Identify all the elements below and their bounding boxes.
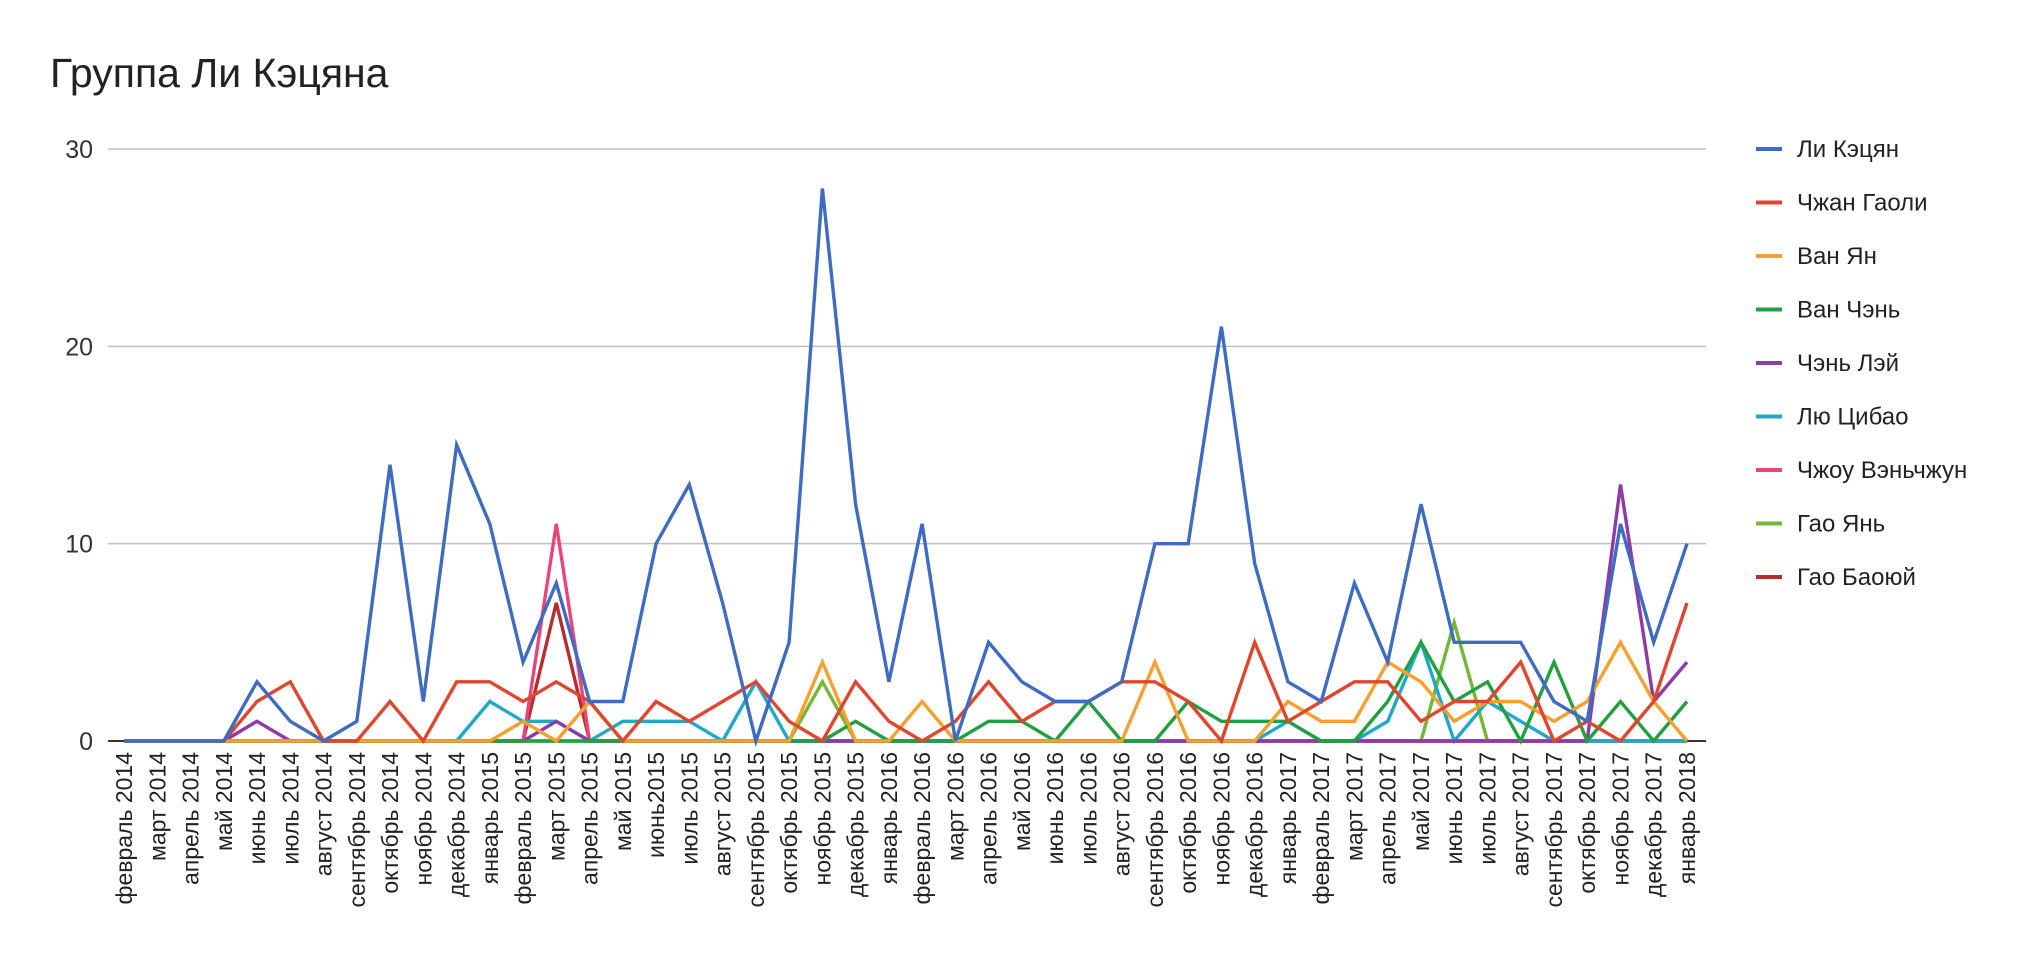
- x-tick-label: июль 2015: [676, 752, 702, 865]
- y-tick-label: 30: [65, 136, 93, 164]
- x-tick-label: февраль 2017: [1308, 752, 1334, 904]
- x-tick-label: сентябрь 2014: [344, 752, 370, 908]
- x-tick-label: июль 2016: [1075, 752, 1101, 865]
- x-tick-label: июль 2014: [277, 752, 303, 865]
- series-line: [124, 638, 1689, 744]
- x-tick-label: март 2014: [144, 752, 170, 861]
- x-tick-label: июнь 2016: [1042, 752, 1068, 864]
- x-tick-label: май 2017: [1408, 752, 1434, 851]
- x-tick-label: декабрь 2016: [1242, 752, 1268, 897]
- x-tick-label: октябрь 2015: [776, 752, 802, 894]
- x-tick-label: октябрь 2016: [1175, 752, 1201, 894]
- x-tick-label: декабрь 2014: [444, 752, 470, 897]
- x-tick-label: ноябрь 2014: [410, 752, 436, 886]
- gridlines: [108, 148, 1706, 742]
- x-tick-label: ноябрь 2016: [1208, 752, 1234, 885]
- x-tick-label: ноябрь 2015: [809, 752, 835, 885]
- x-tick-label: сентябрь 2017: [1541, 752, 1567, 908]
- x-tick-label: апрель 2015: [577, 752, 603, 885]
- legend-label: Чжоу Вэньчжун: [1797, 457, 1967, 484]
- x-tick-label: июль 2017: [1474, 752, 1500, 865]
- x-tick-label: январь 2016: [876, 752, 902, 884]
- series-line: [124, 188, 1689, 748]
- x-tick-label: март 2016: [942, 752, 968, 861]
- x-tick-label: январь 2015: [477, 752, 503, 884]
- series-line: [124, 602, 1689, 745]
- x-tick-label: февраль 2014: [111, 752, 137, 905]
- y-tick-label: 0: [79, 728, 93, 756]
- legend-label: Ли Кэцян: [1797, 136, 1899, 163]
- x-tick-label: ноябрь 2017: [1607, 752, 1633, 885]
- x-tick-label: январь 2017: [1275, 752, 1301, 884]
- series-line: [124, 637, 1687, 745]
- chart-title: Группа Ли Кэцяна: [50, 50, 389, 96]
- x-tick-label: июнь 2017: [1441, 752, 1467, 864]
- x-tick-label: апрель 2017: [1375, 752, 1401, 885]
- legend-label: Ван Чэнь: [1797, 297, 1900, 324]
- x-tick-label: май 2014: [211, 752, 237, 851]
- x-tick-label: апрель 2016: [976, 752, 1002, 885]
- x-tick-label: август 2015: [710, 752, 736, 876]
- y-tick-label: 10: [65, 531, 93, 559]
- x-tick-label: октябрь 2017: [1574, 752, 1600, 894]
- legend: Ли Кэцян Чжан Гаоли Ван Ян Ван Чэнь Чэнь Лэй…: [1756, 136, 1967, 591]
- series-line: [124, 638, 1689, 745]
- x-tick-label: август 2016: [1109, 752, 1135, 876]
- legend-label: Чжан Гаоли: [1797, 190, 1928, 217]
- x-tick-label: май 2015: [610, 752, 636, 851]
- series-lines: [124, 188, 1689, 748]
- x-tick-label: март 2017: [1341, 752, 1367, 861]
- legend-label: Гао Янь: [1797, 511, 1885, 538]
- x-tick-label: май 2016: [1009, 752, 1035, 851]
- x-tick-label: август 2014: [311, 752, 337, 876]
- legend-label: Чэнь Лэй: [1797, 350, 1899, 377]
- x-tick-label: декабрь 2017: [1641, 752, 1667, 897]
- x-tick-label: октябрь 2014: [377, 752, 403, 894]
- x-tick-label: август 2017: [1508, 752, 1534, 876]
- x-tick-label: февраль 2015: [510, 752, 536, 904]
- x-tick-label: март 2015: [543, 752, 569, 861]
- x-tick-label: февраль 2016: [909, 752, 935, 904]
- x-tick-label: сентябрь 2016: [1142, 752, 1168, 908]
- legend-label: Гао Баоюй: [1797, 564, 1916, 591]
- legend-label: Лю Цибао: [1797, 404, 1908, 431]
- y-tick-label: 20: [65, 333, 93, 361]
- y-axis-ticks: 0 10 20 30: [65, 136, 93, 756]
- legend-label: Ван Ян: [1797, 243, 1877, 270]
- x-tick-label: июнь2015: [643, 752, 669, 858]
- x-tick-label: декабрь 2015: [843, 752, 869, 897]
- x-tick-label: июнь 2014: [244, 752, 270, 865]
- x-tick-label: сентябрь 2015: [743, 752, 769, 908]
- x-axis-ticks: февраль 2014 март 2014 апрель 2014 май 2014…: [111, 752, 1700, 908]
- x-tick-label: апрель 2014: [178, 752, 204, 885]
- x-tick-label: январь 2018: [1674, 752, 1700, 884]
